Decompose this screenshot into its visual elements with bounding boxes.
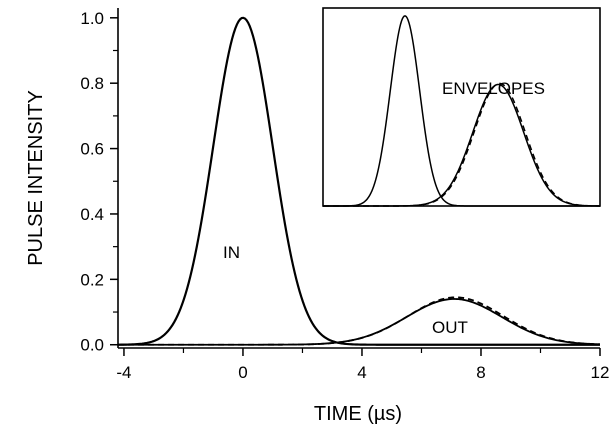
- y-tick-label: 1.0: [80, 9, 104, 28]
- inset-envelopes: ENVELOPES: [322, 7, 601, 207]
- inset-series-line-3: [323, 82, 601, 207]
- x-tick-label: 12: [591, 363, 610, 382]
- y-tick-label: 0.6: [80, 140, 104, 159]
- series-line-3: [118, 296, 601, 346]
- y-tick-label: 0.4: [80, 205, 104, 224]
- tick-labels: -4 0 4 8 12 0.0 0.2 0.4 0.6 0.8 1.0: [80, 9, 609, 382]
- x-axis-title: TIME (µs): [314, 403, 402, 425]
- annotation-out: OUT: [432, 318, 468, 337]
- y-axis-title: PULSE INTENSITY: [25, 90, 47, 266]
- y-tick-label: 0.2: [80, 270, 104, 289]
- x-tick-label: 4: [357, 363, 366, 382]
- tick-marks: [110, 17, 601, 356]
- y-tick-label: 0.0: [80, 336, 104, 355]
- x-tick-label: -4: [116, 363, 131, 382]
- inset-frame: [322, 7, 601, 207]
- inset-label: ENVELOPES: [442, 79, 545, 98]
- inset-series-line-1: [323, 15, 600, 207]
- annotation-in: IN: [223, 243, 240, 262]
- series-line-1: [117, 16, 600, 346]
- inset-lines: [323, 15, 601, 207]
- x-tick-label: 8: [476, 363, 485, 382]
- inset-series-line-2: [323, 83, 601, 207]
- axes: [117, 8, 600, 349]
- y-tick-label: 0.8: [80, 74, 104, 93]
- x-tick-label: 0: [238, 363, 247, 382]
- main-plot-lines: [117, 16, 601, 346]
